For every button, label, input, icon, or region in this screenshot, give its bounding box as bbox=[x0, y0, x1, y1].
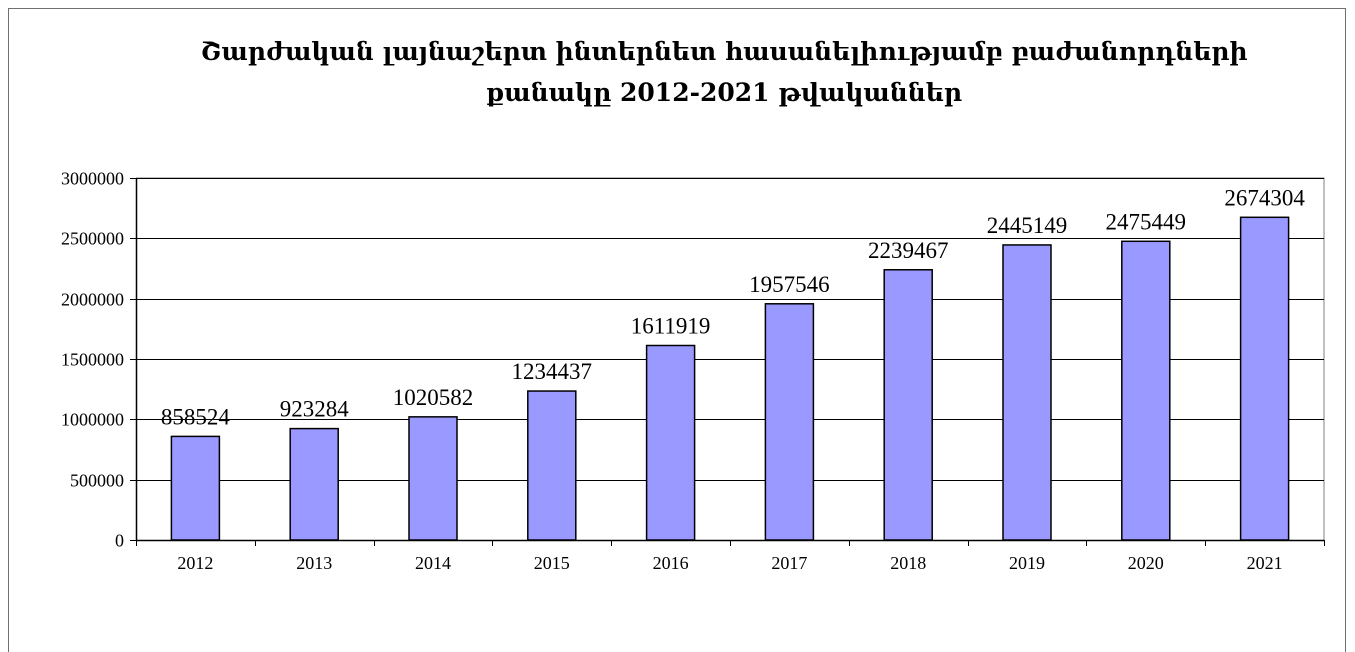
data-label-2021: 2674304 bbox=[1224, 185, 1305, 210]
bar-2019 bbox=[1002, 244, 1052, 541]
y-tick-label: 500000 bbox=[70, 471, 124, 491]
axes bbox=[130, 178, 1325, 546]
bar-2014 bbox=[408, 416, 458, 541]
chart-title-line-2: քանակը 2012-2021 թվականներ bbox=[486, 78, 962, 107]
x-tick-label: 2019 bbox=[1009, 553, 1045, 573]
bar-2017 bbox=[764, 303, 815, 541]
bars bbox=[170, 216, 1290, 541]
data-label-2013: 923284 bbox=[280, 397, 350, 422]
bar-2013 bbox=[289, 427, 339, 541]
x-tick-label: 2016 bbox=[653, 553, 689, 573]
x-tick-label: 2013 bbox=[296, 553, 332, 573]
data-label-2018: 2239467 bbox=[868, 238, 949, 263]
data-label-2016: 1611919 bbox=[631, 313, 711, 338]
bar-2016 bbox=[645, 344, 696, 541]
y-tick-label: 0 bbox=[115, 531, 124, 551]
y-tick-label: 1000000 bbox=[61, 410, 124, 430]
x-tick-label: 2015 bbox=[534, 553, 570, 573]
bar-2015 bbox=[527, 390, 577, 541]
y-tick-label: 3000000 bbox=[61, 169, 124, 189]
y-tick-label: 2000000 bbox=[61, 290, 124, 310]
data-label-2014: 1020582 bbox=[393, 385, 474, 410]
bar-2021 bbox=[1239, 216, 1290, 541]
x-tick-label: 2017 bbox=[771, 553, 807, 573]
x-tick-label: 2021 bbox=[1247, 553, 1283, 573]
data-label-2020: 2475449 bbox=[1106, 209, 1187, 234]
chart-title-line-1: Շարժական լայնաշերտ ինտերնետ հասանելիությ… bbox=[200, 37, 1247, 66]
bar-2020 bbox=[1121, 240, 1171, 541]
x-tick-label: 2012 bbox=[177, 553, 213, 573]
data-label-2012: 858524 bbox=[161, 404, 231, 429]
x-tick-label: 2020 bbox=[1128, 553, 1164, 573]
bar-2018 bbox=[883, 269, 933, 541]
labels: 0 500000 1000000 1500000 2000000 2500000 30000… bbox=[61, 169, 1305, 574]
data-label-2017: 1957546 bbox=[749, 272, 830, 297]
y-tick-label: 1500000 bbox=[61, 350, 124, 370]
x-tick-label: 2018 bbox=[890, 553, 926, 573]
bar-2012 bbox=[170, 435, 221, 541]
y-tick-label: 2500000 bbox=[61, 229, 124, 249]
data-label-2015: 1234437 bbox=[512, 359, 593, 384]
data-label-2019: 2445149 bbox=[987, 213, 1068, 238]
x-tick-label: 2014 bbox=[415, 553, 451, 573]
